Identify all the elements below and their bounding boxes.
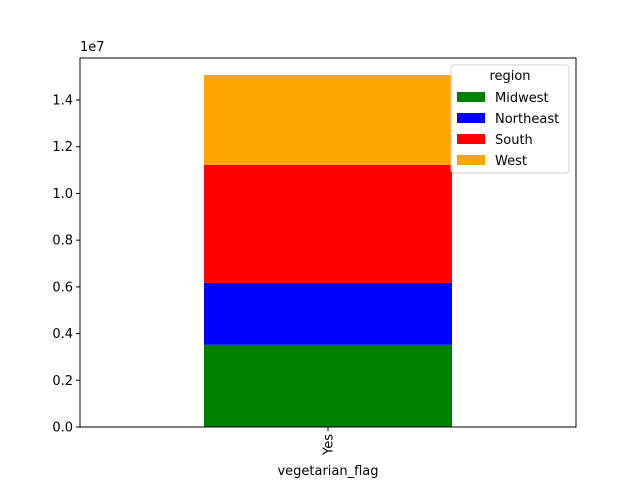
bar-south-yes	[204, 164, 452, 283]
bar-midwest-yes	[204, 344, 452, 427]
legend-swatch-northeast	[457, 113, 485, 123]
x-axis: Yes	[322, 427, 337, 456]
legend-label-south: South	[495, 133, 533, 148]
bar-west-yes	[204, 75, 452, 165]
y-tick-label: 1.0	[52, 187, 73, 202]
y-tick-label: 0.2	[52, 374, 73, 389]
y-tick-label: 0.8	[52, 234, 73, 249]
legend-swatch-west	[457, 155, 485, 165]
legend-swatch-midwest	[457, 92, 485, 102]
bar-northeast-yes	[204, 282, 452, 345]
y-tick-label: 1.4	[52, 94, 73, 109]
y-tick-label: 1.2	[52, 140, 73, 155]
y-axis: 0.0 0.2 0.4 0.6 0.8 1.0 1.2 1.4	[52, 94, 80, 436]
legend-label-northeast: Northeast	[495, 112, 559, 127]
y-tick-label: 0.0	[52, 421, 73, 436]
y-offset-label: 1e7	[80, 40, 105, 55]
legend-swatch-south	[457, 134, 485, 144]
bars	[204, 75, 452, 427]
y-tick-label: 0.6	[52, 280, 73, 295]
legend: region Midwest Northeast South West	[450, 64, 570, 174]
legend-label-west: West	[495, 154, 527, 169]
legend-title: region	[489, 69, 530, 84]
x-axis-label: vegetarian_flag	[277, 464, 378, 479]
x-tick-label: Yes	[322, 434, 337, 456]
legend-label-midwest: Midwest	[495, 91, 549, 106]
y-tick-label: 0.4	[52, 327, 73, 342]
